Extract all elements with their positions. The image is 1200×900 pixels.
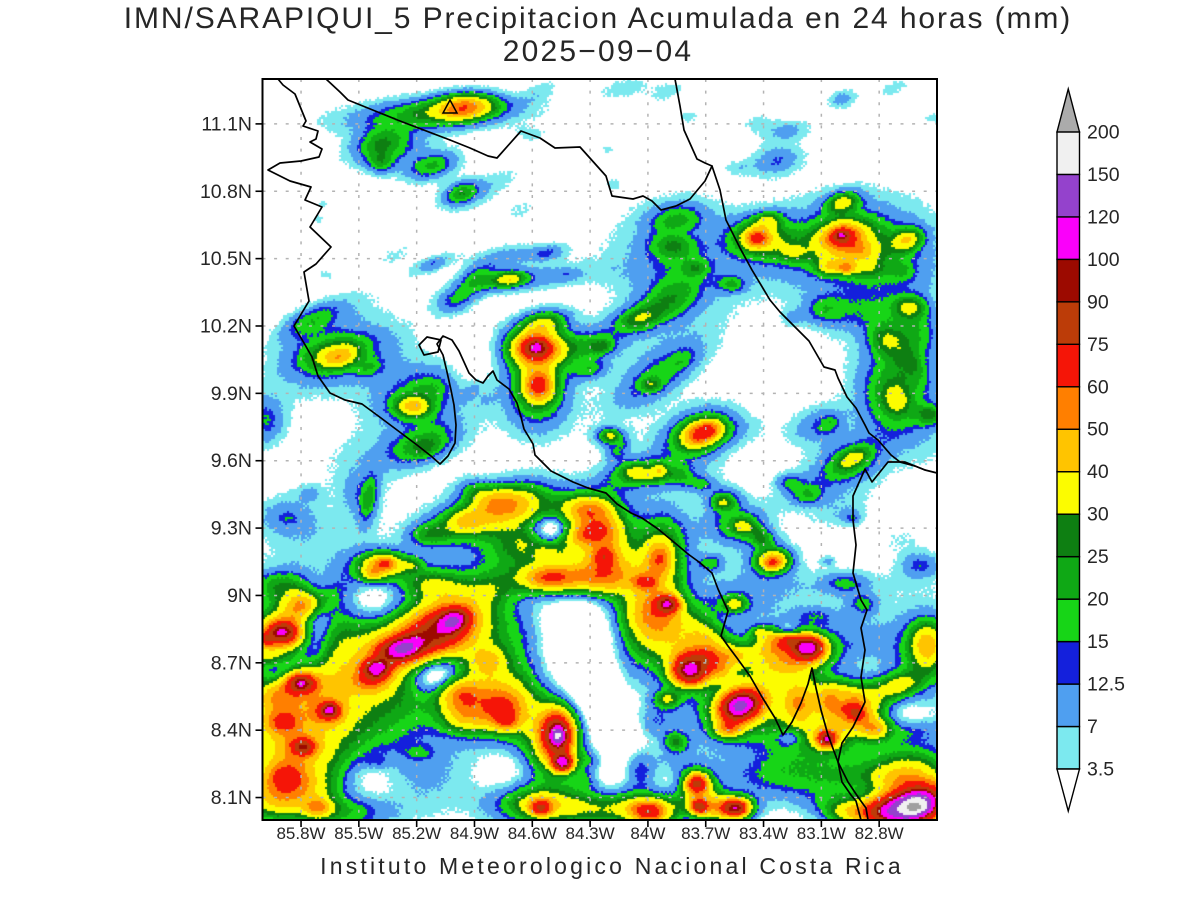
svg-text:40: 40 bbox=[1087, 461, 1109, 483]
svg-text:150: 150 bbox=[1087, 164, 1120, 186]
svg-text:85.2W: 85.2W bbox=[392, 824, 441, 843]
svg-text:25: 25 bbox=[1087, 546, 1109, 568]
svg-text:7: 7 bbox=[1087, 716, 1098, 738]
svg-text:10.5N: 10.5N bbox=[200, 248, 252, 270]
svg-text:82.8W: 82.8W bbox=[855, 824, 904, 843]
svg-text:15: 15 bbox=[1087, 631, 1109, 653]
svg-text:9.6N: 9.6N bbox=[211, 450, 252, 472]
svg-text:85.5W: 85.5W bbox=[334, 824, 383, 843]
svg-text:9.9N: 9.9N bbox=[211, 383, 252, 405]
svg-text:120: 120 bbox=[1087, 206, 1120, 228]
svg-text:84.3W: 84.3W bbox=[566, 824, 615, 843]
svg-text:90: 90 bbox=[1087, 291, 1109, 313]
svg-text:8.1N: 8.1N bbox=[211, 787, 252, 809]
svg-text:83.7W: 83.7W bbox=[681, 824, 730, 843]
svg-text:50: 50 bbox=[1087, 419, 1109, 441]
svg-text:9N: 9N bbox=[227, 585, 252, 607]
svg-text:200: 200 bbox=[1087, 121, 1120, 143]
svg-text:84.6W: 84.6W bbox=[508, 824, 557, 843]
svg-text:100: 100 bbox=[1087, 249, 1120, 271]
svg-text:12.5: 12.5 bbox=[1087, 674, 1125, 696]
svg-text:84.9W: 84.9W bbox=[450, 824, 499, 843]
svg-text:60: 60 bbox=[1087, 376, 1109, 398]
svg-text:Instituto Meteorologico Nacion: Instituto Meteorologico Nacional Costa R… bbox=[320, 853, 904, 879]
svg-text:9.3N: 9.3N bbox=[211, 518, 252, 540]
svg-text:2025−09−04: 2025−09−04 bbox=[503, 35, 694, 68]
svg-text:10.8N: 10.8N bbox=[200, 181, 252, 203]
svg-text:85.8W: 85.8W bbox=[276, 824, 325, 843]
svg-text:IMN/SARAPIQUI_5 Precipitacion: IMN/SARAPIQUI_5 Precipitacion Acumulada … bbox=[124, 2, 1072, 35]
svg-text:3.5: 3.5 bbox=[1087, 759, 1114, 781]
svg-text:84W: 84W bbox=[630, 824, 665, 843]
svg-text:8.4N: 8.4N bbox=[211, 720, 252, 742]
svg-text:8.7N: 8.7N bbox=[211, 652, 252, 674]
svg-text:75: 75 bbox=[1087, 334, 1109, 356]
svg-text:20: 20 bbox=[1087, 589, 1109, 611]
svg-text:10.2N: 10.2N bbox=[200, 315, 252, 337]
svg-text:83.1W: 83.1W bbox=[797, 824, 846, 843]
svg-text:11.1N: 11.1N bbox=[201, 113, 252, 135]
svg-text:30: 30 bbox=[1087, 504, 1109, 526]
svg-text:83.4W: 83.4W bbox=[739, 824, 788, 843]
